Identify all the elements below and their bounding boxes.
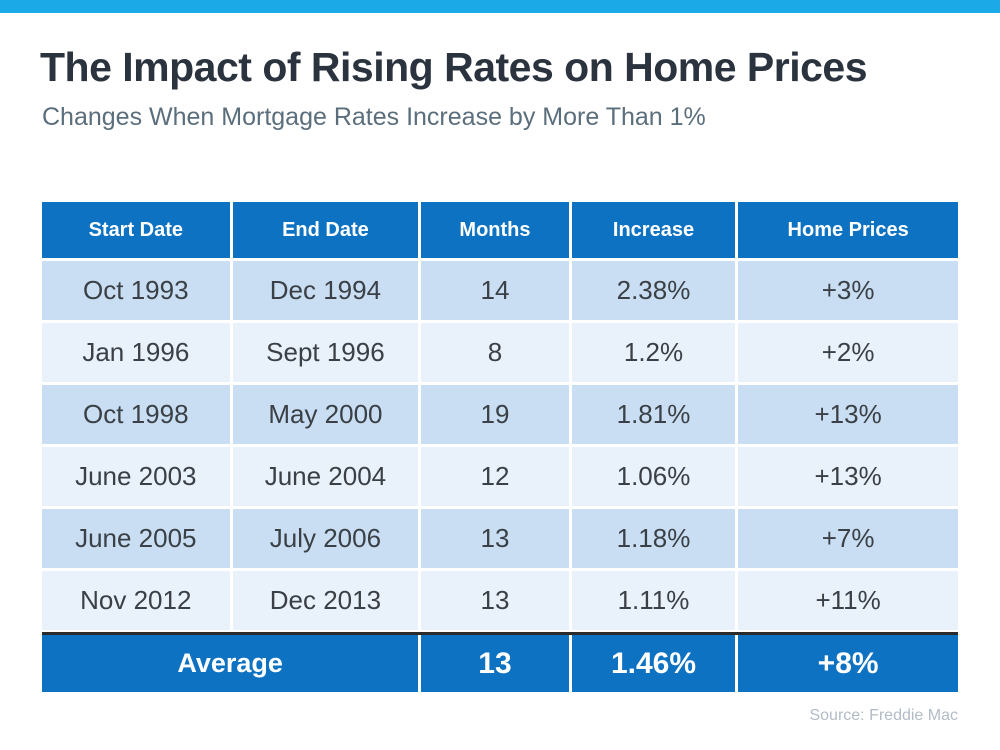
summary-cell-home-prices: +8% — [738, 635, 958, 692]
cell-start-date: Oct 1993 — [42, 261, 230, 320]
cell-months: 19 — [421, 385, 569, 444]
cell-months: 13 — [421, 571, 569, 630]
header-cell-start-date: Start Date — [42, 202, 230, 258]
summary-cell-months: 13 — [421, 635, 569, 692]
cell-increase: 1.18% — [571, 509, 736, 568]
cell-end-date: Sept 1996 — [232, 323, 419, 382]
cell-increase: 1.81% — [571, 385, 736, 444]
cell-increase: 1.2% — [571, 323, 736, 382]
header-cell-increase: Increase — [571, 202, 736, 258]
summary-cell-increase: 1.46% — [571, 635, 736, 692]
cell-end-date: May 2000 — [232, 385, 419, 444]
cell-end-date: Dec 2013 — [232, 571, 419, 630]
cell-start-date: Oct 1998 — [42, 385, 230, 444]
cell-increase: 2.38% — [571, 261, 736, 320]
cell-increase: 1.06% — [571, 447, 736, 506]
cell-months: 12 — [421, 447, 569, 506]
cell-months: 13 — [421, 509, 569, 568]
cell-home-prices: +3% — [738, 261, 958, 320]
cell-home-prices: +7% — [738, 509, 958, 568]
table-summary-row: Average 13 1.46% +8% — [42, 632, 958, 692]
cell-home-prices: +13% — [738, 447, 958, 506]
cell-increase: 1.11% — [571, 571, 736, 630]
header-cell-months: Months — [421, 202, 569, 258]
cell-start-date: Jan 1996 — [42, 323, 230, 382]
cell-months: 14 — [421, 261, 569, 320]
cell-start-date: Nov 2012 — [42, 571, 230, 630]
header-cell-home-prices: Home Prices — [738, 202, 958, 258]
cell-start-date: June 2003 — [42, 447, 230, 506]
page-subtitle: Changes When Mortgage Rates Increase by … — [42, 103, 706, 131]
rates-table: Start Date End Date Months Increase Home… — [42, 202, 958, 692]
cell-home-prices: +13% — [738, 385, 958, 444]
cell-end-date: Dec 1994 — [232, 261, 419, 320]
header-cell-end-date: End Date — [232, 202, 419, 258]
source-attribution: Source: Freddie Mac — [809, 707, 958, 724]
cell-home-prices: +11% — [738, 571, 958, 630]
cell-home-prices: +2% — [738, 323, 958, 382]
cell-end-date: June 2004 — [232, 447, 419, 506]
page-title: The Impact of Rising Rates on Home Price… — [40, 44, 868, 90]
cell-end-date: July 2006 — [232, 509, 419, 568]
summary-cell-average-label: Average — [42, 635, 419, 692]
cell-months: 8 — [421, 323, 569, 382]
cell-start-date: June 2005 — [42, 509, 230, 568]
top-accent-bar — [0, 0, 1000, 13]
